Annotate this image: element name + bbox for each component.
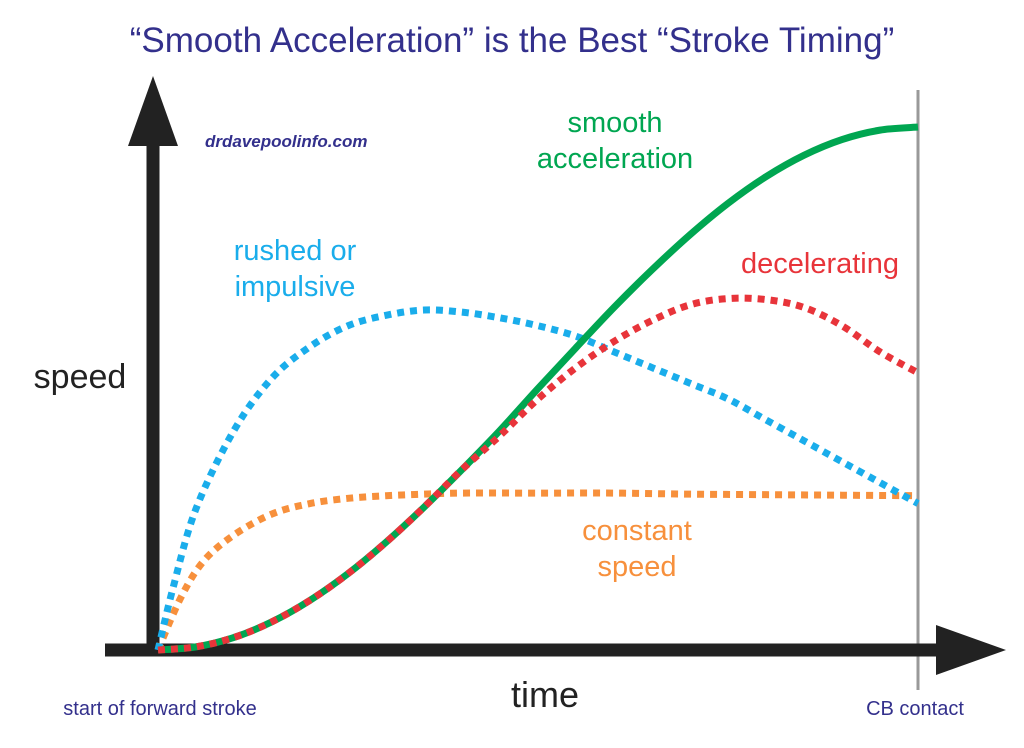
series-label-smooth-acceleration: acceleration xyxy=(537,143,693,175)
cb-contact-label: CB contact xyxy=(866,698,964,720)
series-line-smooth-acceleration xyxy=(157,123,919,654)
x-axis-arrow-icon xyxy=(936,625,1006,675)
series-label-rushed-or-impulsive: rushed or xyxy=(234,235,357,267)
y-axis-label: speed xyxy=(34,358,127,396)
series-line-decelerating xyxy=(157,294,920,654)
start-of-stroke-label: start of forward stroke xyxy=(63,698,256,720)
y-axis-arrow-icon xyxy=(128,76,178,146)
chart-title: “Smooth Acceleration” is the Best “Strok… xyxy=(130,21,894,60)
series-label-rushed-or-impulsive: impulsive xyxy=(235,271,356,303)
x-axis-label: time xyxy=(511,674,579,715)
series-labels: constant speed rushed or impulsive smooth acc… xyxy=(234,107,899,583)
series-line-rushed-or-impulsive xyxy=(154,306,920,651)
series-label-constant-speed: constant xyxy=(582,515,692,547)
series-label-smooth-acceleration: smooth xyxy=(567,107,662,139)
series-group xyxy=(154,123,920,654)
series-label-constant-speed: speed xyxy=(597,551,676,583)
watermark-text: drdavepoolinfo.com xyxy=(205,132,367,151)
series-label-decelerating: decelerating xyxy=(741,248,899,280)
series-line-constant-speed xyxy=(154,489,919,652)
